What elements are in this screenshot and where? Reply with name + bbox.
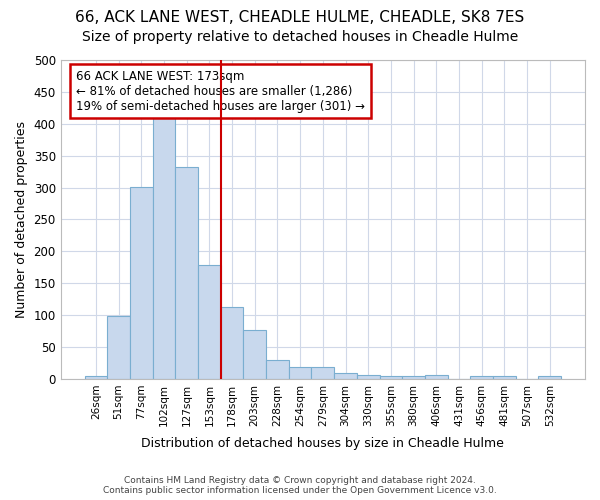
- Text: Size of property relative to detached houses in Cheadle Hulme: Size of property relative to detached ho…: [82, 30, 518, 44]
- Bar: [311, 368, 334, 379]
- Y-axis label: Number of detached properties: Number of detached properties: [15, 121, 28, 318]
- Bar: [152, 117, 175, 379]
- Bar: [85, 376, 107, 379]
- Bar: [289, 368, 311, 379]
- Text: 66, ACK LANE WEST, CHEADLE HULME, CHEADLE, SK8 7ES: 66, ACK LANE WEST, CHEADLE HULME, CHEADL…: [76, 10, 524, 25]
- Bar: [538, 376, 561, 379]
- Bar: [470, 376, 493, 379]
- Bar: [130, 187, 152, 379]
- Bar: [334, 372, 357, 379]
- Bar: [357, 375, 380, 379]
- Bar: [402, 376, 425, 379]
- Bar: [493, 376, 516, 379]
- Bar: [266, 360, 289, 379]
- Text: 66 ACK LANE WEST: 173sqm
← 81% of detached houses are smaller (1,286)
19% of sem: 66 ACK LANE WEST: 173sqm ← 81% of detach…: [76, 70, 365, 112]
- Bar: [107, 316, 130, 379]
- Bar: [380, 376, 402, 379]
- Bar: [175, 166, 198, 379]
- Text: Contains HM Land Registry data © Crown copyright and database right 2024.
Contai: Contains HM Land Registry data © Crown c…: [103, 476, 497, 495]
- X-axis label: Distribution of detached houses by size in Cheadle Hulme: Distribution of detached houses by size …: [142, 437, 504, 450]
- Bar: [425, 375, 448, 379]
- Bar: [244, 330, 266, 379]
- Bar: [198, 266, 221, 379]
- Bar: [221, 308, 244, 379]
